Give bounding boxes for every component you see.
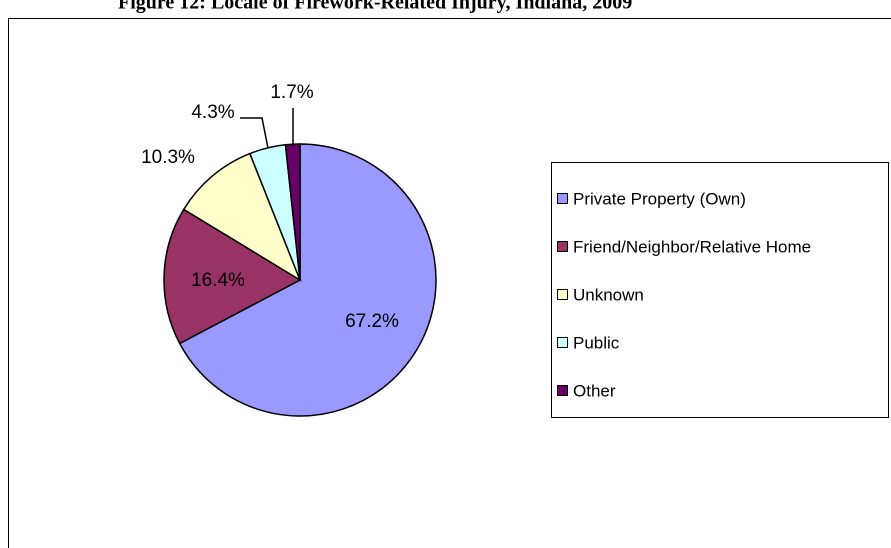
data-label: 4.3%: [191, 102, 234, 123]
pie-slice: [178, 143, 437, 417]
legend-swatch: [557, 241, 568, 252]
legend-label: Other: [573, 381, 616, 400]
data-label: 10.3%: [141, 147, 195, 168]
legend-label: Unknown: [573, 285, 644, 304]
legend-label: Private Property (Own): [573, 189, 746, 208]
data-label: 67.2%: [345, 311, 399, 332]
data-label: 1.7%: [270, 82, 313, 103]
pie-slice: [182, 152, 302, 282]
chart-title: Figure 12: Locale of Firework-Related In…: [118, 0, 632, 14]
legend-swatch: [557, 337, 568, 348]
leader-line: [240, 117, 269, 149]
legend-swatch: [557, 289, 568, 300]
legend-swatch: [557, 385, 568, 396]
legend-label: Friend/Neighbor/Relative Home: [573, 237, 811, 256]
legend-swatch: [557, 193, 568, 204]
data-label: 16.4%: [191, 270, 245, 291]
legend-label: Public: [573, 333, 620, 352]
pie-slice: [163, 208, 302, 345]
legend-box: [551, 162, 889, 418]
